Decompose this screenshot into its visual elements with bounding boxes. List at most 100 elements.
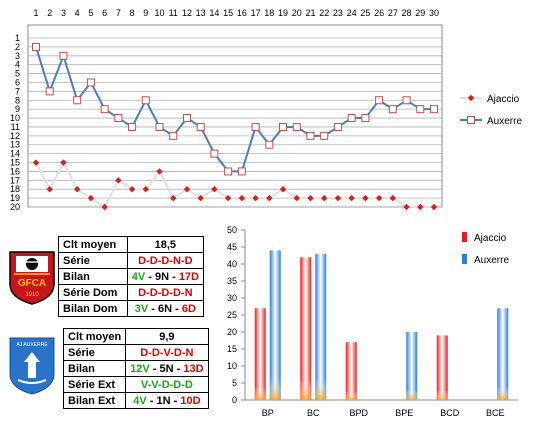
y-tick-label: 14 <box>10 149 20 159</box>
stat-value: 9,9 <box>125 328 209 345</box>
goals-bar-chart: 0 5 10 15 20 25 30 35 40 45 50 BP BC BPD BPE BCD BCE Ajac… <box>227 225 518 418</box>
x-tick-label: 29 <box>415 8 425 18</box>
svg-text:1910: 1910 <box>25 292 39 298</box>
x-tick-label: 17 <box>251 8 261 18</box>
data-point <box>417 203 424 211</box>
draws-value: 6N <box>158 302 173 315</box>
bar-shade <box>269 250 281 400</box>
draws-value: 9N <box>154 270 170 283</box>
stat-label: Clt moyen <box>58 236 128 253</box>
data-point <box>87 194 95 202</box>
data-point <box>293 194 300 202</box>
stat-label: Bilan <box>58 268 128 285</box>
data-point <box>115 177 122 184</box>
bar-shade <box>406 332 418 400</box>
y-tick-label: 7 <box>15 86 20 96</box>
data-point <box>224 194 232 202</box>
separator: - <box>169 270 179 283</box>
table-row: Bilan 12V - 5N - 13D <box>62 360 209 377</box>
wins-value: 4V <box>133 394 147 407</box>
stat-label: Série Ext <box>62 376 127 393</box>
bar-shade <box>436 335 448 400</box>
data-point <box>333 122 342 131</box>
y-tick-label: 35 <box>227 276 237 286</box>
y-tick-label: 25 <box>227 310 237 320</box>
data-point <box>169 131 178 140</box>
data-point <box>402 96 411 105</box>
bar-shade <box>315 253 327 400</box>
x-tick-label: 2 <box>47 8 52 18</box>
x-tick-label: BP <box>262 408 274 418</box>
auxerre-stats-table: Clt moyen 9,9 Série D-D-V-D-N Bilan 12V … <box>62 328 209 409</box>
stat-label: Série <box>62 344 127 361</box>
separator: - <box>146 394 157 407</box>
y-tick-label: 9 <box>15 104 20 114</box>
y-tick-label: 10 <box>10 113 20 123</box>
data-point <box>237 167 246 176</box>
y-tick-label: 16 <box>10 166 20 176</box>
x-tick-label: 3 <box>61 8 66 18</box>
stat-value: 3V - 6N - 6D <box>126 300 205 317</box>
data-point <box>59 51 68 60</box>
bar-shade <box>345 342 357 400</box>
data-point <box>251 122 260 131</box>
y-tick-label: 45 <box>227 242 237 252</box>
data-point <box>279 186 287 193</box>
auxerre-logo: AJ AUXERRE <box>9 337 55 395</box>
data-point <box>430 105 438 114</box>
table-row: Bilan Ext 4V - 1N - 10D <box>62 392 209 409</box>
data-point <box>45 87 54 96</box>
data-point <box>334 194 342 202</box>
wins-value: 3V <box>134 302 149 315</box>
y-tick-label: 6 <box>15 77 20 87</box>
x-tick-label: 15 <box>223 8 233 18</box>
stat-value: D-D-D-N-D <box>126 252 205 269</box>
data-point <box>224 167 233 176</box>
data-point <box>416 105 425 114</box>
x-tick-label: BPD <box>349 408 368 418</box>
data-point <box>73 186 81 193</box>
data-point <box>114 114 123 123</box>
data-point <box>211 186 218 193</box>
stat-value: V-V-D-D-D <box>125 376 209 393</box>
data-point <box>32 159 40 166</box>
x-tick-label: BCD <box>440 408 460 418</box>
table-row: Série D-D-D-N-D <box>58 252 205 269</box>
data-point <box>266 194 273 202</box>
bar-shade <box>497 308 509 400</box>
data-point <box>292 122 301 131</box>
separator: - <box>170 394 181 407</box>
data-point <box>182 114 191 123</box>
separator: - <box>172 302 182 315</box>
stat-value: 18,5 <box>126 236 205 253</box>
data-point <box>362 194 369 202</box>
x-tick-label: 27 <box>388 8 398 18</box>
stat-label: Bilan <box>62 360 127 377</box>
plot-area <box>27 24 443 208</box>
y-tick-label: 5 <box>15 69 20 79</box>
legend-label: Ajaccio <box>487 94 520 105</box>
y-tick-label: 12 <box>10 131 20 141</box>
data-point <box>141 96 150 105</box>
x-tick-label: 30 <box>429 8 439 18</box>
x-tick-label: 14 <box>209 8 219 18</box>
y-tick-label: 19 <box>10 193 20 203</box>
losses-value: 6D <box>181 302 196 315</box>
x-tick-label: 21 <box>305 8 315 18</box>
legend-label: Auxerre <box>487 116 522 127</box>
data-point <box>361 114 370 123</box>
data-point <box>320 131 329 140</box>
legend-swatch <box>462 232 467 242</box>
y-tick-label: 20 <box>227 327 237 337</box>
stat-label: Bilan Dom <box>58 300 128 317</box>
data-point <box>389 194 397 202</box>
data-point <box>265 140 274 149</box>
y-tick-label: 17 <box>10 175 20 185</box>
stat-value: D-D-V-D-N <box>125 344 209 361</box>
x-tick-label: 24 <box>347 8 357 18</box>
data-point <box>196 122 205 131</box>
y-tick-label: 15 <box>10 158 20 168</box>
data-point <box>210 149 219 158</box>
x-tick-label: BCE <box>486 408 505 418</box>
table-row: Série Dom D-D-D-D-N <box>58 284 205 301</box>
